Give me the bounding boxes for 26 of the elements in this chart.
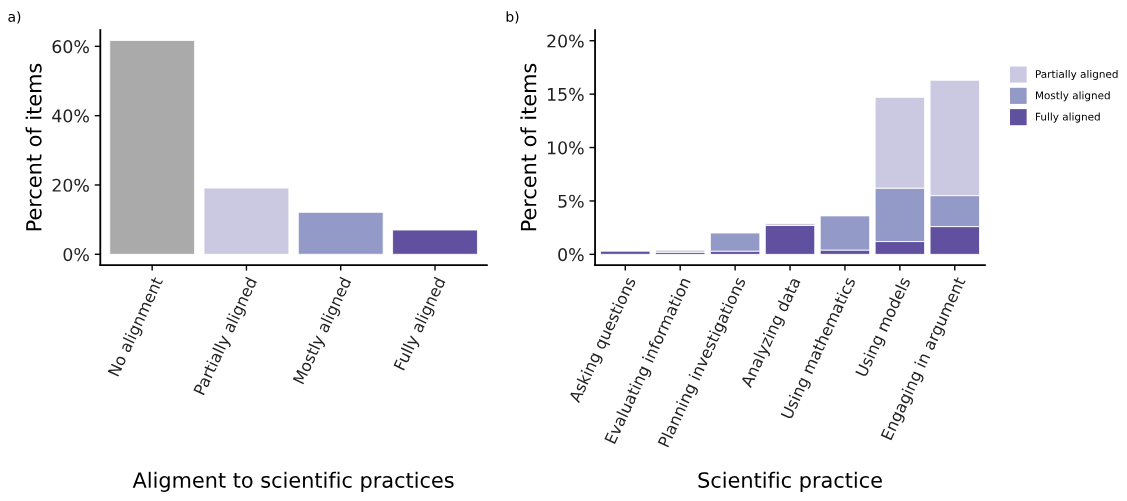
x-axis-title: Scientific practice xyxy=(698,471,882,492)
legend-label: Fully aligned xyxy=(1035,112,1100,123)
y-tick-label: 10% xyxy=(547,141,584,155)
y-axis-title: Percent of items xyxy=(520,63,537,231)
y-tick-label: 40% xyxy=(52,109,89,123)
bar xyxy=(819,215,871,251)
bar xyxy=(297,211,384,255)
y-tick-label: 60% xyxy=(52,40,89,54)
legend-label: Partially aligned xyxy=(1035,69,1118,81)
y-tick-label: 0% xyxy=(63,248,89,262)
y-tick-label: 20% xyxy=(52,178,89,192)
y-axis-title: Percent of items xyxy=(25,63,42,231)
y-tick-label: 5% xyxy=(558,194,584,208)
chart-title: a) xyxy=(8,11,21,24)
bar xyxy=(709,232,761,252)
bar xyxy=(392,229,478,255)
bar xyxy=(203,187,290,255)
y-tick-label: 20% xyxy=(547,34,584,48)
x-axis-title: Aligment to scientific practices xyxy=(132,471,454,492)
legend-label: Mostly aligned xyxy=(1035,91,1110,102)
bar xyxy=(600,250,651,255)
bar xyxy=(764,225,816,255)
bar xyxy=(109,40,196,255)
y-tick-label: 15% xyxy=(547,87,584,101)
y-tick-label: 0% xyxy=(558,248,584,262)
chart-title: b) xyxy=(506,11,519,24)
